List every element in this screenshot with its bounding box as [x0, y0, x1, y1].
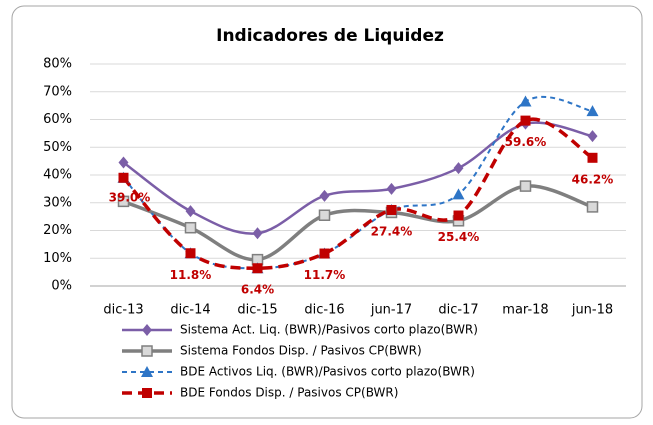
legend-marker [141, 366, 153, 377]
y-tick-label: 50% [43, 140, 72, 155]
legend-marker [142, 388, 152, 398]
point [386, 182, 397, 195]
point [118, 156, 129, 169]
point [519, 180, 532, 192]
x-tick-label: dic-14 [170, 303, 210, 318]
point [252, 263, 263, 274]
x-tick-label: dic-16 [304, 303, 344, 318]
legend-label: Sistema Act. Liq. (BWR)/Pasivos corto pl… [180, 323, 478, 337]
x-tick-label: dic-13 [103, 303, 143, 318]
point [318, 209, 331, 221]
point [453, 210, 464, 221]
series-line [122, 184, 594, 262]
legend-label: Sistema Fondos Disp. / Pasivos CP(BWR) [180, 344, 422, 358]
data-label: 59.6% [505, 135, 547, 149]
point [587, 130, 598, 143]
point [452, 188, 465, 200]
data-label: 6.4% [241, 283, 274, 297]
point [118, 172, 129, 183]
data-label: 25.4% [438, 230, 480, 244]
point [453, 162, 464, 175]
point [117, 195, 130, 208]
y-tick-label: 80% [43, 57, 72, 72]
point [386, 204, 397, 215]
data-label: 11.7% [304, 268, 346, 282]
data-label: 11.8% [170, 268, 212, 282]
x-tick-label: mar-18 [502, 303, 548, 318]
y-tick-label: 30% [43, 195, 72, 210]
point [252, 227, 263, 240]
y-tick-label: 40% [43, 168, 72, 183]
data-label: 46.2% [572, 172, 614, 186]
point [587, 152, 598, 163]
y-tick-label: 10% [43, 251, 72, 266]
data-label: 39.0% [109, 190, 151, 204]
point [319, 248, 330, 259]
y-tick-label: 70% [43, 84, 72, 99]
legend-marker [141, 345, 153, 357]
point [319, 189, 330, 202]
x-tick-label: jun-17 [370, 303, 412, 318]
y-tick-label: 0% [51, 279, 72, 294]
point [586, 201, 599, 213]
y-tick-label: 60% [43, 112, 72, 127]
point [185, 205, 196, 218]
data-label: 27.4% [371, 224, 413, 238]
legend-marker [142, 324, 152, 336]
point [520, 115, 531, 126]
y-tick-label: 20% [43, 223, 72, 238]
x-tick-label: jun-18 [571, 303, 613, 318]
point [184, 221, 197, 234]
legend-label: BDE Fondos Disp. / Pasivos CP(BWR) [180, 386, 398, 400]
x-tick-label: dic-15 [237, 303, 277, 318]
x-tick-label: dic-17 [438, 303, 478, 318]
point [519, 95, 532, 107]
point [586, 105, 599, 117]
chart-title: Indicadores de Liquidez [216, 26, 444, 46]
point [185, 248, 196, 259]
legend-label: BDE Activos Liq. (BWR)/Pasivos corto pla… [180, 365, 475, 379]
